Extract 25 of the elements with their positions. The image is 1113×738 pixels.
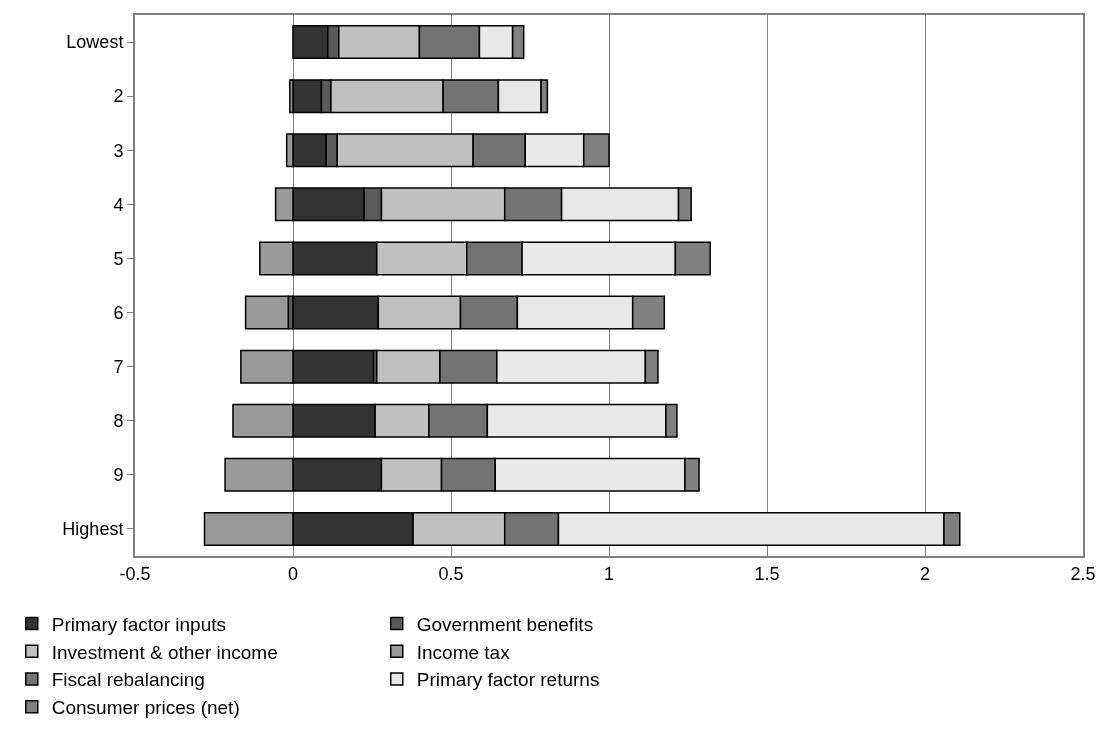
y-tick-label: Lowest	[66, 32, 124, 53]
legend-label: Government benefits	[416, 613, 594, 635]
x-tick-label: 1	[603, 563, 615, 584]
y-tick-label: 3	[113, 140, 124, 161]
x-tick-label: -0.5	[119, 563, 151, 584]
y-tick-label: Highest	[62, 519, 124, 540]
y-tick-label: 2	[113, 86, 124, 107]
x-tick-label: 1.5	[754, 563, 780, 584]
y-tick-label: 4	[113, 194, 124, 215]
legend-label: Fiscal rebalancing	[51, 669, 205, 691]
y-tick-label: 9	[113, 465, 124, 486]
legend-label: Income tax	[416, 641, 511, 663]
y-tick-label: 8	[113, 411, 124, 432]
legend-label: Consumer prices (net)	[51, 697, 240, 719]
x-tick-label: 0	[287, 563, 299, 584]
y-tick-label: 5	[113, 248, 124, 269]
legend-label: Primary factor returns	[416, 669, 600, 691]
y-tick-label: 7	[113, 356, 124, 377]
x-tick-label: 2	[919, 563, 931, 584]
x-tick-label: 2.5	[1070, 563, 1096, 584]
legend-label: Primary factor inputs	[51, 613, 226, 635]
legend-label: Investment & other income	[51, 641, 278, 663]
x-tick-label: 0.5	[438, 563, 464, 584]
y-tick-label: 6	[113, 302, 124, 323]
bar	[244, 295, 290, 330]
